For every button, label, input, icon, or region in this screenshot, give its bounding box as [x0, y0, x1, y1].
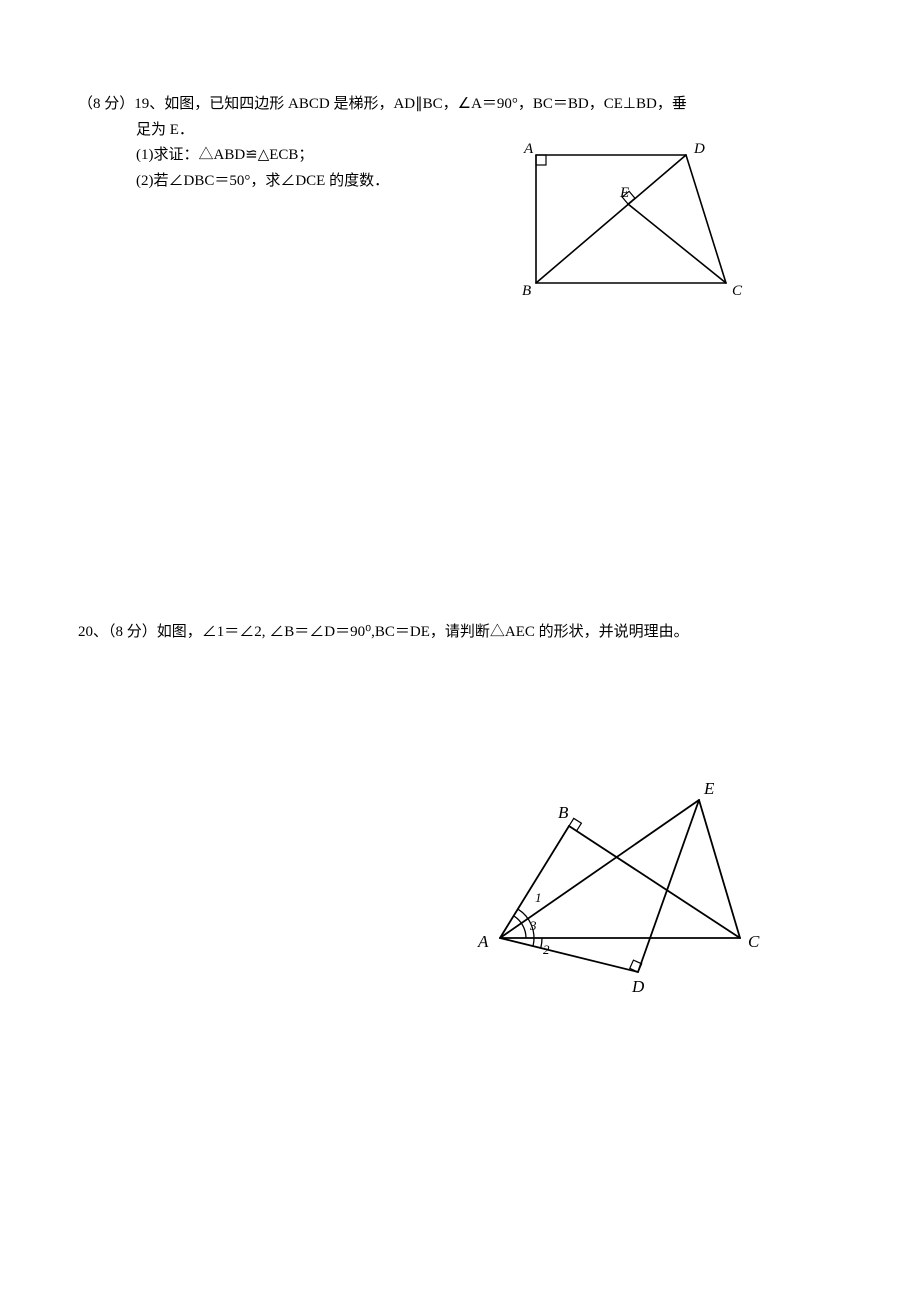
svg-text:E: E: [703, 779, 715, 798]
svg-text:D: D: [631, 977, 645, 996]
figure-19: A D B C E: [508, 135, 744, 310]
figure-20: A B C D E 1 32: [470, 762, 770, 1009]
problem-20-text: ∠1＝∠2, ∠B＝∠D＝90⁰,BC＝DE，请判断△AEC 的形状，并说明理由…: [202, 624, 689, 640]
svg-text:3: 3: [529, 918, 537, 933]
problem-19-line1: （8 分）19、如图，已知四边形 ABCD 是梯形，AD∥BC，∠A＝90°，B…: [78, 92, 858, 118]
svg-text:2: 2: [543, 942, 550, 957]
svg-text:B: B: [522, 283, 531, 299]
svg-text:C: C: [732, 283, 743, 299]
problem-20-prefix: 20、（8 分）如图，: [78, 624, 202, 640]
points-prefix: （8 分）19、: [78, 96, 164, 112]
figure-20-svg: A B C D E 1 32: [470, 762, 770, 1004]
figure-19-svg: A D B C E: [508, 135, 744, 305]
svg-text:1: 1: [535, 890, 542, 905]
problem-20: 20、（8 分）如图，∠1＝∠2, ∠B＝∠D＝90⁰,BC＝DE，请判断△AE…: [78, 620, 858, 646]
svg-text:E: E: [619, 185, 629, 201]
svg-text:D: D: [693, 141, 705, 157]
svg-text:C: C: [748, 932, 760, 951]
problem-19-text1: 如图，已知四边形 ABCD 是梯形，AD∥BC，∠A＝90°，BC＝BD，CE⊥…: [164, 96, 687, 112]
svg-text:B: B: [558, 803, 569, 822]
svg-text:A: A: [523, 141, 534, 157]
svg-text:A: A: [477, 932, 489, 951]
